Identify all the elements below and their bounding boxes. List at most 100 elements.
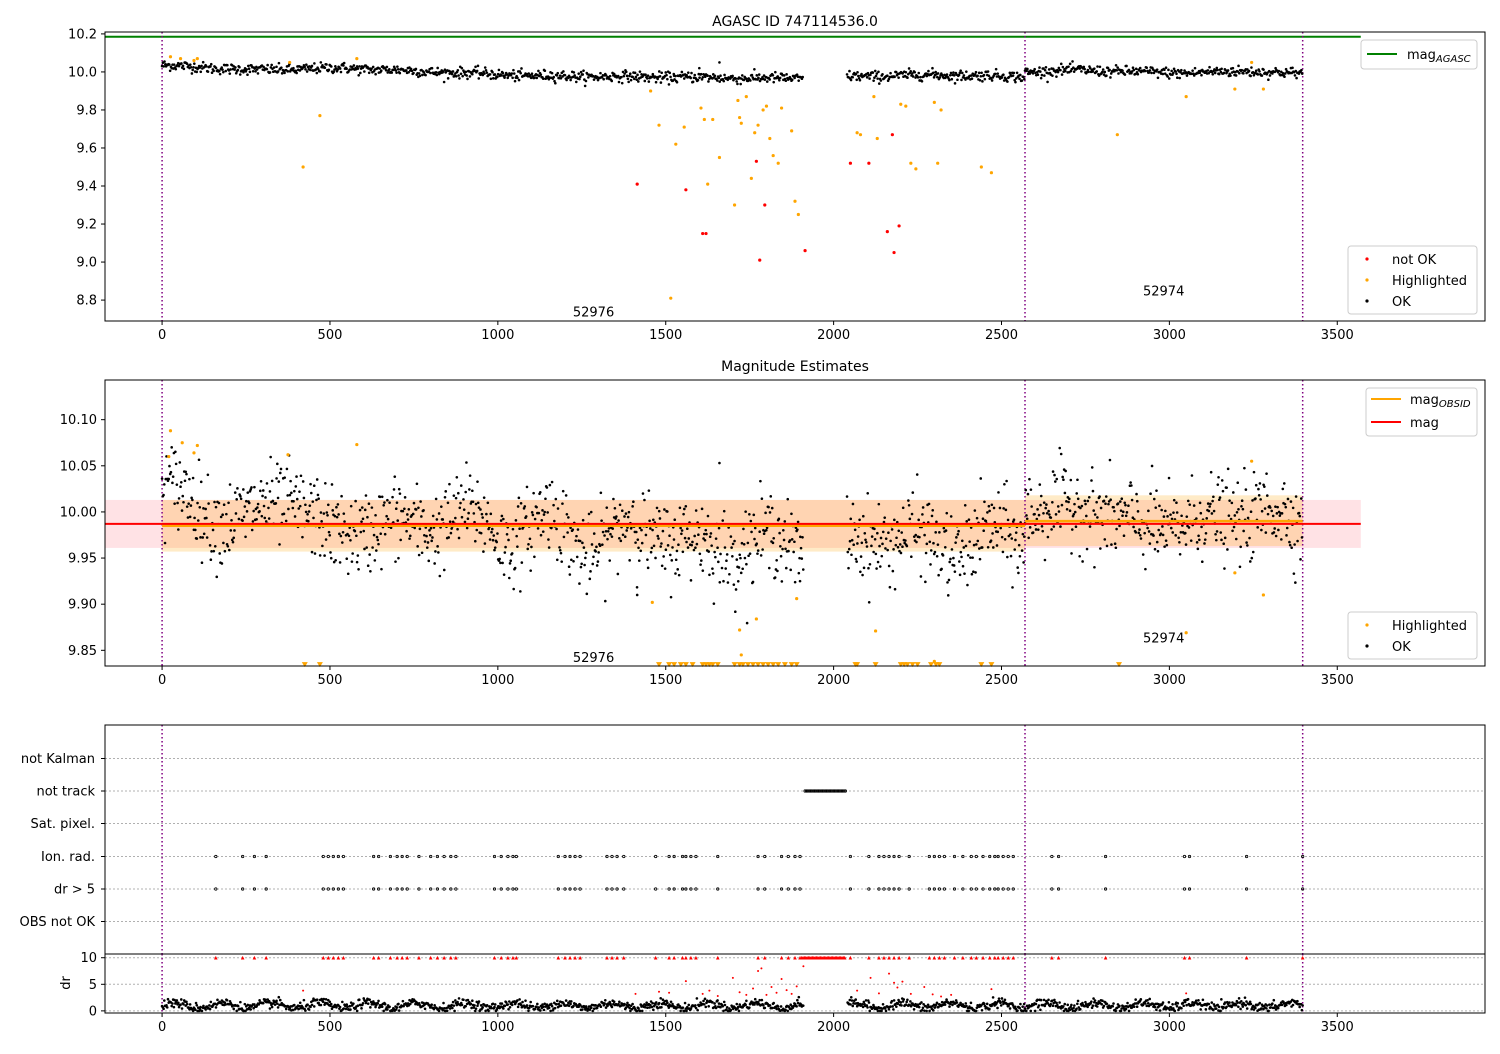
panel2-ok-point <box>1088 525 1092 528</box>
panel2-legend-lower: Highlighted OK <box>1347 611 1478 660</box>
panel4-dr-point <box>386 1008 389 1011</box>
panel1-ok-point <box>784 79 788 83</box>
panel2-ok-point <box>770 506 774 510</box>
panel2-ok-point <box>980 546 984 549</box>
panel2-ok-point <box>1113 542 1117 546</box>
panel4-dr-point <box>567 1004 571 1008</box>
panel1-ok-point <box>556 71 560 75</box>
panel2-ok-point <box>193 516 196 520</box>
panel2-ok-point <box>267 506 270 510</box>
panel4-dr-clipped-marker <box>961 955 965 960</box>
panel4-dr-point <box>1105 1002 1109 1006</box>
panel3-flag-mark <box>961 887 965 891</box>
panel2-ok-point <box>1155 540 1159 544</box>
panel2-xtick-label: 3500 <box>1321 673 1354 688</box>
panel3-flag-label: not track <box>36 785 95 800</box>
panel2-ytick-label: 10.00 <box>60 505 97 520</box>
panel3-flag-mark <box>793 854 797 859</box>
panel3-flag-mark <box>499 854 503 859</box>
panel2-ok-point <box>246 491 250 494</box>
panel3-flag-mark <box>848 854 853 859</box>
panel4-dr-point <box>468 1000 471 1004</box>
panel1-ok-point <box>629 78 633 82</box>
panel2-ok-point <box>488 538 492 541</box>
panel4-dr-point <box>1071 1009 1075 1013</box>
panel2-ok-point <box>866 491 870 495</box>
panel1-ok-point <box>1150 71 1153 75</box>
panel2-ok-point <box>801 535 804 539</box>
panel4-dr-point <box>671 1002 674 1006</box>
panel4-dr-point <box>369 1006 372 1009</box>
panel2-ok-point <box>564 494 568 497</box>
panel1-ok-point <box>424 73 427 77</box>
panel4-dr-point <box>711 1001 714 1004</box>
panel2-ok-point <box>962 546 966 549</box>
panel2-ok-point <box>328 533 332 537</box>
panel2-ok-point <box>468 488 471 491</box>
panel1-ok-point <box>624 70 628 74</box>
panel2-ok-point <box>317 497 320 500</box>
panel3-flag-label: Ion. rad. <box>41 850 95 865</box>
panel1-ok-point <box>735 80 738 83</box>
panel2-ok-point <box>1087 495 1091 499</box>
panel2-ok-point <box>408 537 411 540</box>
panel1-ok-point <box>275 65 278 69</box>
panel4-dr-point <box>1167 1000 1171 1004</box>
panel1-ok-point <box>222 70 225 74</box>
panel3-flag-mark <box>400 854 404 859</box>
panel1-ok-point <box>1300 68 1303 72</box>
panel1-ok-point <box>952 71 955 74</box>
panel4-dr-point <box>696 1008 699 1012</box>
panel1-ok-point <box>973 72 977 76</box>
legend-mag-obsid-label: mag <box>1410 393 1439 408</box>
panel2-ok-point <box>1005 479 1008 483</box>
panel4-dr-point <box>166 997 170 1001</box>
panel2-ok-point <box>1144 567 1147 571</box>
panel4-dr-outlier <box>795 985 798 988</box>
panel4-dr-point <box>1130 1006 1134 1009</box>
panel1-ok-point <box>314 68 318 71</box>
panel2-ok-point <box>1060 503 1064 507</box>
panel1-ok-point <box>1236 70 1240 73</box>
panel4-dr-point <box>928 1009 931 1013</box>
panel4-dr-point <box>1022 1002 1026 1006</box>
panel4-dr-point <box>358 998 361 1001</box>
panel2-ok-point <box>702 532 706 536</box>
panel4-dr-point <box>775 1007 778 1011</box>
panel4-dr-point <box>719 1005 722 1009</box>
panel2-ok-point <box>971 556 974 559</box>
panel2-ok-point <box>661 529 665 533</box>
panel1-highlighted-point <box>756 123 760 127</box>
panel3-flag-mark <box>556 887 560 891</box>
panel2-ok-point <box>682 512 685 516</box>
panel2-ok-point <box>596 560 600 563</box>
legend-ok: OK <box>1392 295 1411 310</box>
panel2-ok-point <box>1157 528 1161 532</box>
panel2-ok-point <box>1073 502 1076 506</box>
panel2-ok-point <box>782 538 786 542</box>
panel4-dr-point <box>722 1009 725 1013</box>
panel4-dr-point <box>1301 1004 1304 1007</box>
panel4-dr-point <box>1171 1002 1174 1006</box>
panel2-ok-point <box>283 476 287 479</box>
panel4-dr-clipped-marker <box>689 955 693 960</box>
panel4-dr-clipped-marker <box>942 955 947 960</box>
panel2-ok-point <box>1108 458 1112 462</box>
panel1-highlighted-point <box>288 60 292 65</box>
panel2-ok-point <box>1049 516 1053 519</box>
panel2-ok-point <box>646 558 649 561</box>
panel4-dr-point <box>253 1003 256 1006</box>
panel2-ok-point <box>1251 550 1255 554</box>
panel4-dr-point <box>547 1006 551 1010</box>
panel3-flag-mark <box>252 887 257 891</box>
panel2-ok-point <box>304 503 307 507</box>
panel4-dr-point <box>338 1005 342 1009</box>
panel4-dr-point <box>1118 1004 1121 1008</box>
panel3-flag-mark <box>927 887 931 891</box>
panel2-xtick-label: 0 <box>158 673 166 688</box>
panel4-dr-point <box>195 1003 199 1007</box>
panel1-ok-point <box>911 72 914 75</box>
panel2-ok-point <box>229 529 233 532</box>
panel4-dr-point <box>638 1009 642 1013</box>
